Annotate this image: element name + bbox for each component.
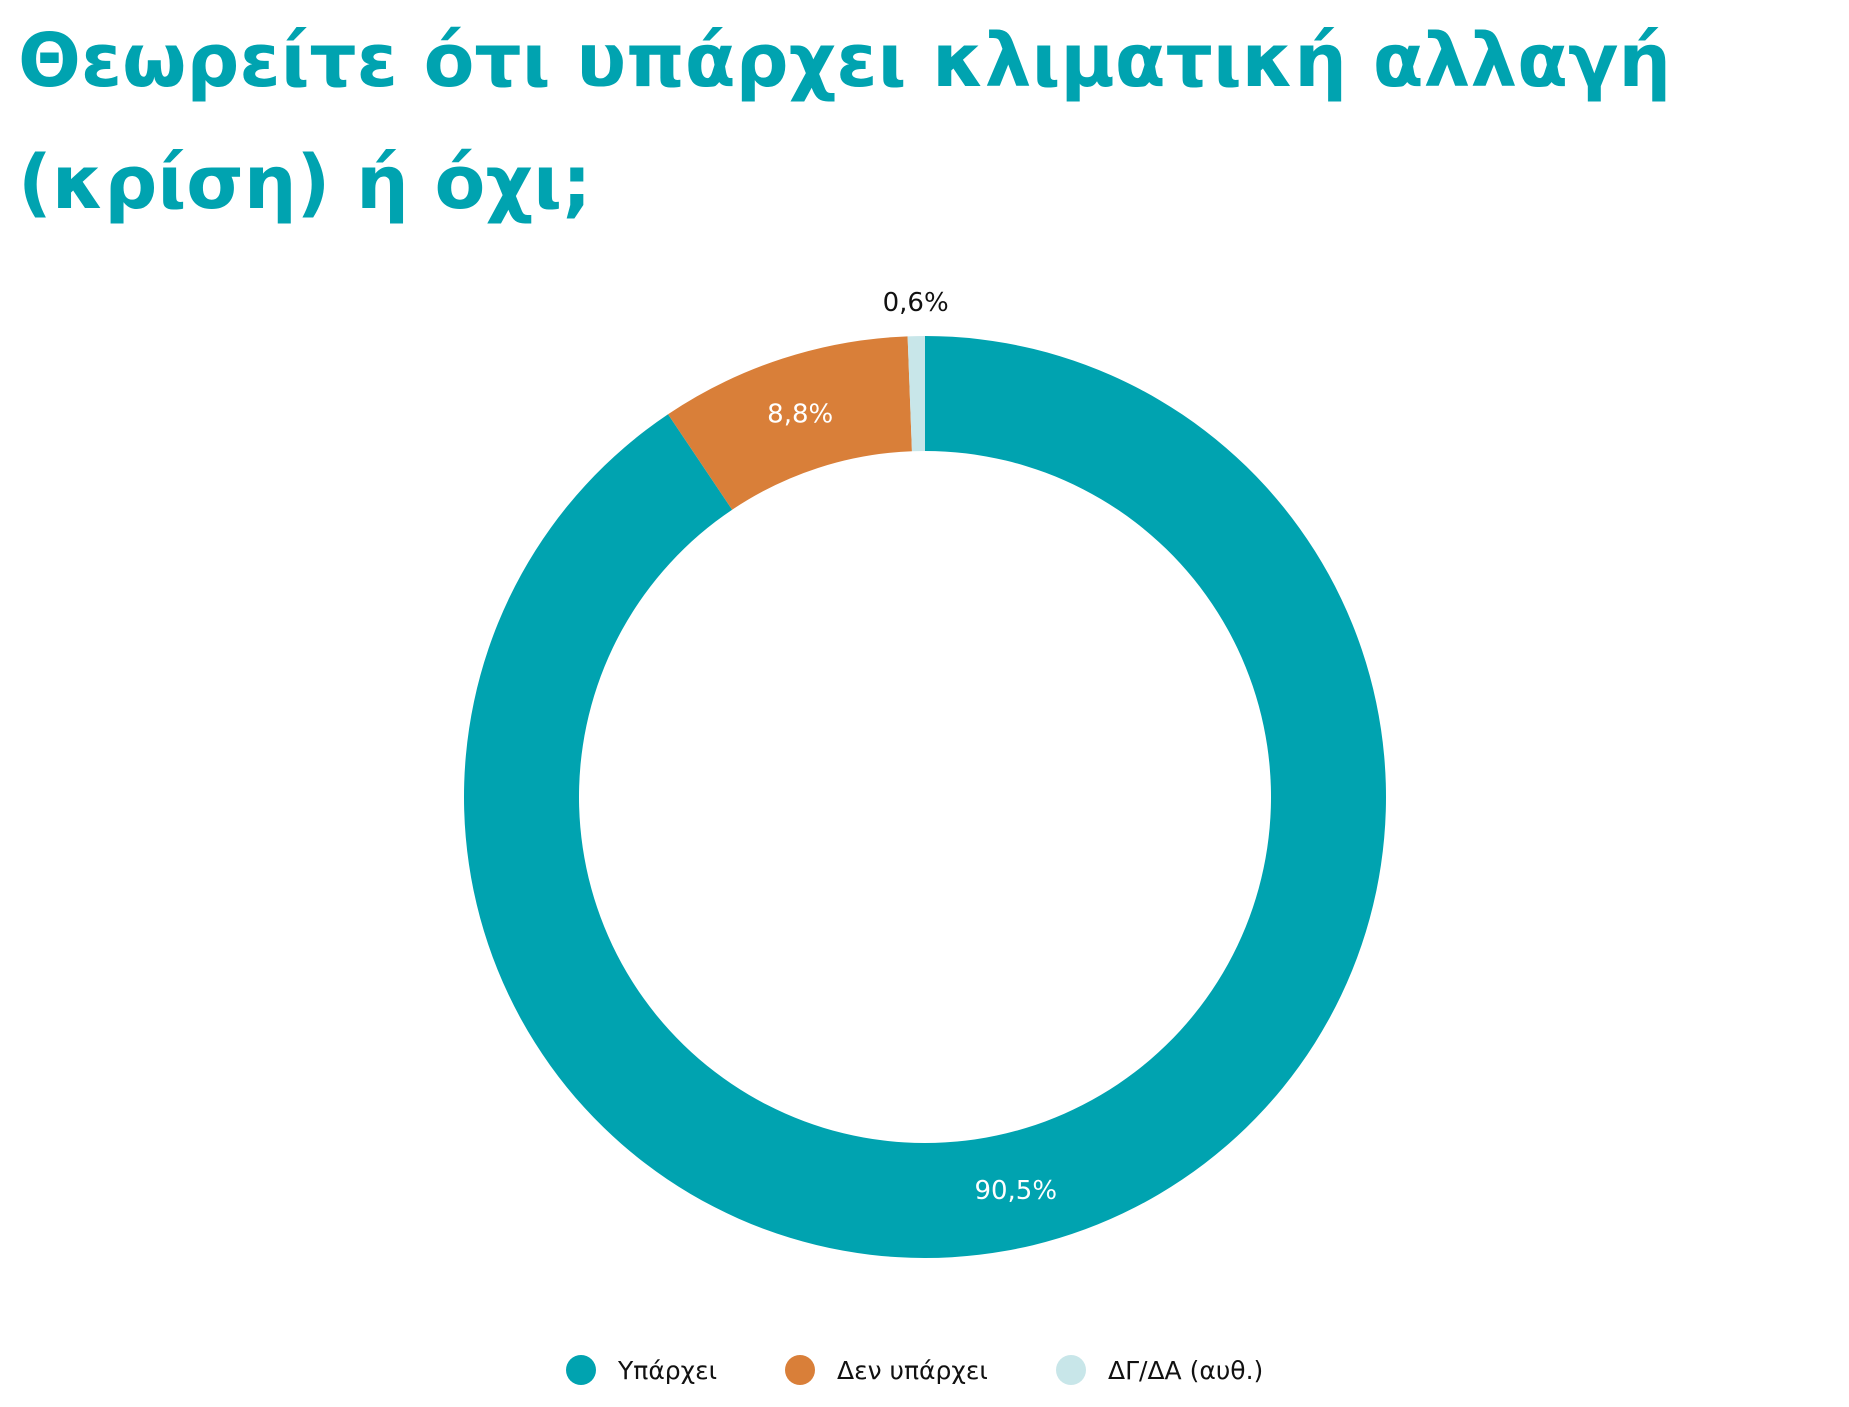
slice-den-yparxei (668, 336, 912, 510)
chart-title: Θεωρείτε ότι υπάρχει κλιματική αλλαγή (κ… (18, 18, 1672, 226)
legend-label-dg-da: ΔΓ/ΔΑ (αυθ.) (1108, 1355, 1264, 1385)
legend-item-dg-da: ΔΓ/ΔΑ (αυθ.) (1056, 1345, 1263, 1395)
legend-item-den-yparxei: Δεν υπάρχει (785, 1345, 988, 1395)
data-label-yparxei: 90,5% (974, 1176, 1057, 1206)
legend-item-yparxei: Υπάρχει (566, 1345, 717, 1395)
legend-swatch-dg-da (1056, 1355, 1086, 1385)
data-label-dg-da: 0,6% (883, 288, 949, 318)
legend-label-yparxei: Υπάρχει (618, 1355, 718, 1385)
legend-swatch-den-yparxei (785, 1355, 815, 1385)
legend-swatch-yparxei (566, 1355, 596, 1385)
legend-label-den-yparxei: Δεν υπάρχει (837, 1355, 988, 1385)
slice-dg-da (907, 336, 925, 452)
data-label-den-yparxei: 8,8% (767, 399, 833, 429)
legend: Υπάρχει Δεν υπάρχει ΔΓ/ΔΑ (αυθ.) (0, 1345, 1849, 1395)
slice-yparxei (463, 336, 1387, 1258)
